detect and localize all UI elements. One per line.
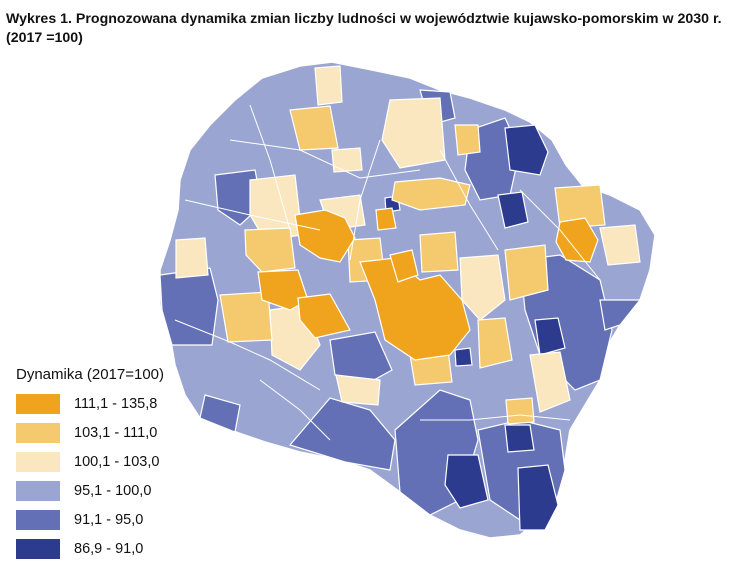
- municipality: [389, 249, 419, 283]
- municipality: [497, 191, 529, 229]
- municipality: [504, 424, 535, 453]
- legend-label: 95,1 - 100,0: [74, 483, 152, 499]
- municipality: [599, 299, 642, 331]
- legend-item: 100,1 - 103,0: [16, 452, 164, 472]
- municipality: [554, 184, 606, 229]
- legend-swatch: [16, 539, 60, 559]
- municipality: [297, 293, 351, 339]
- municipality: [459, 254, 506, 321]
- municipality: [294, 209, 356, 263]
- municipality: [454, 124, 481, 156]
- municipality: [391, 177, 471, 211]
- municipality: [375, 207, 397, 231]
- municipality: [335, 374, 381, 406]
- map-title: Wykres 1. Prognozowana dynamika zmian li…: [6, 11, 722, 46]
- municipality: [444, 454, 489, 509]
- municipality: [504, 244, 549, 301]
- municipality: [159, 267, 219, 346]
- legend-item: 103,1 - 111,0: [16, 423, 164, 443]
- legend-label: 91,1 - 95,0: [74, 512, 144, 528]
- legend-swatch: [16, 510, 60, 530]
- municipality: [289, 105, 339, 151]
- legend-item: 111,1 - 135,8: [16, 394, 164, 414]
- municipality: [454, 347, 473, 367]
- legend-item: 91,1 - 95,0: [16, 510, 164, 530]
- legend: Dynamika (2017=100) 111,1 - 135,8 103,1 …: [16, 366, 164, 568]
- class-100-103-areas: [175, 65, 641, 413]
- municipality: [288, 397, 396, 471]
- municipality: [329, 331, 393, 386]
- voivodeship-map: [159, 61, 656, 539]
- municipality: [175, 237, 209, 279]
- legend-item: 95,1 - 100,0: [16, 481, 164, 501]
- municipality: [331, 147, 363, 173]
- municipality: [244, 227, 296, 273]
- class-103-111-areas: [219, 105, 606, 425]
- district-boundaries: [174, 104, 601, 441]
- municipality: [529, 351, 571, 413]
- municipality: [534, 317, 566, 356]
- municipality: [517, 464, 559, 531]
- municipality: [477, 317, 513, 369]
- municipality: [199, 394, 241, 433]
- legend-item: 86,9 - 91,0: [16, 539, 164, 559]
- municipality: [599, 224, 641, 266]
- municipality: [504, 124, 549, 176]
- legend-label: 86,9 - 91,0: [74, 541, 144, 557]
- municipality: [505, 397, 535, 425]
- municipality: [219, 291, 273, 343]
- municipality: [314, 65, 343, 106]
- legend-swatch: [16, 481, 60, 501]
- municipality: [381, 97, 446, 169]
- legend-swatch: [16, 423, 60, 443]
- legend-swatch: [16, 394, 60, 414]
- legend-label: 111,1 - 135,8: [74, 396, 158, 412]
- legend-label: 103,1 - 111,0: [74, 425, 158, 441]
- legend-label: 100,1 - 103,0: [74, 454, 160, 470]
- class-86-91-areas: [345, 124, 566, 531]
- municipality: [555, 217, 599, 263]
- municipality: [419, 231, 459, 273]
- class-111-135-areas: [257, 207, 599, 361]
- legend-title: Dynamika (2017=100): [16, 366, 165, 383]
- legend-swatch: [16, 452, 60, 472]
